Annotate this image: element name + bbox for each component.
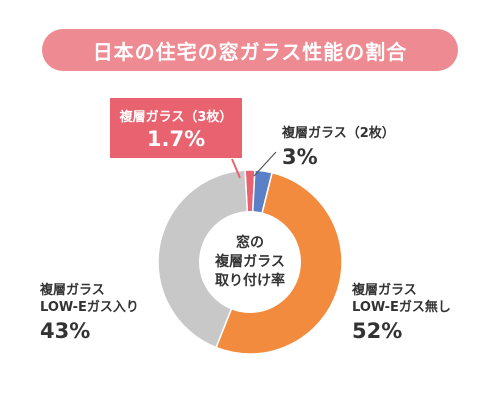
lowe-with-label-group: 複層ガラス LOW-Eガス入り 43%: [40, 283, 139, 345]
callout-pointer: [231, 158, 241, 179]
lowe-none-pct: 52%: [352, 318, 403, 343]
triple-glass-pct: 1.7%: [146, 127, 206, 151]
center-label-line-1: 窓の: [236, 235, 264, 251]
center-label: 窓の 複層ガラス 取り付け率: [190, 234, 310, 291]
lowe-none-label-1: 複層ガラス: [352, 283, 417, 298]
center-label-line-3: 取り付け率: [215, 272, 285, 289]
chart-title: 日本の住宅の窓ガラス性能の割合: [92, 39, 408, 64]
double-glass-label: 複層ガラス（2枚）: [282, 126, 395, 141]
center-label-line-2: 複層ガラス: [215, 253, 285, 270]
title-banner: 日本の住宅の窓ガラス性能の割合: [42, 29, 458, 71]
double-glass-leader: [253, 151, 277, 177]
lowe-with-label-1: 複層ガラス: [40, 283, 105, 298]
triple-glass-callout: 複層ガラス（3枚） 1.7%: [110, 98, 242, 158]
lowe-none-label-2: LOW-Eガス無し: [352, 299, 451, 315]
triple-glass-label: 複層ガラス（3枚）: [119, 110, 233, 125]
lowe-with-label-2: LOW-Eガス入り: [40, 299, 139, 315]
double-glass-label-group: 複層ガラス（2枚） 3%: [282, 126, 395, 171]
lowe-none-label-group: 複層ガラス LOW-Eガス無し 52%: [352, 283, 451, 345]
double-glass-pct: 3%: [282, 144, 318, 169]
lowe-with-pct: 43%: [40, 318, 91, 343]
donut-hole: [199, 211, 301, 313]
